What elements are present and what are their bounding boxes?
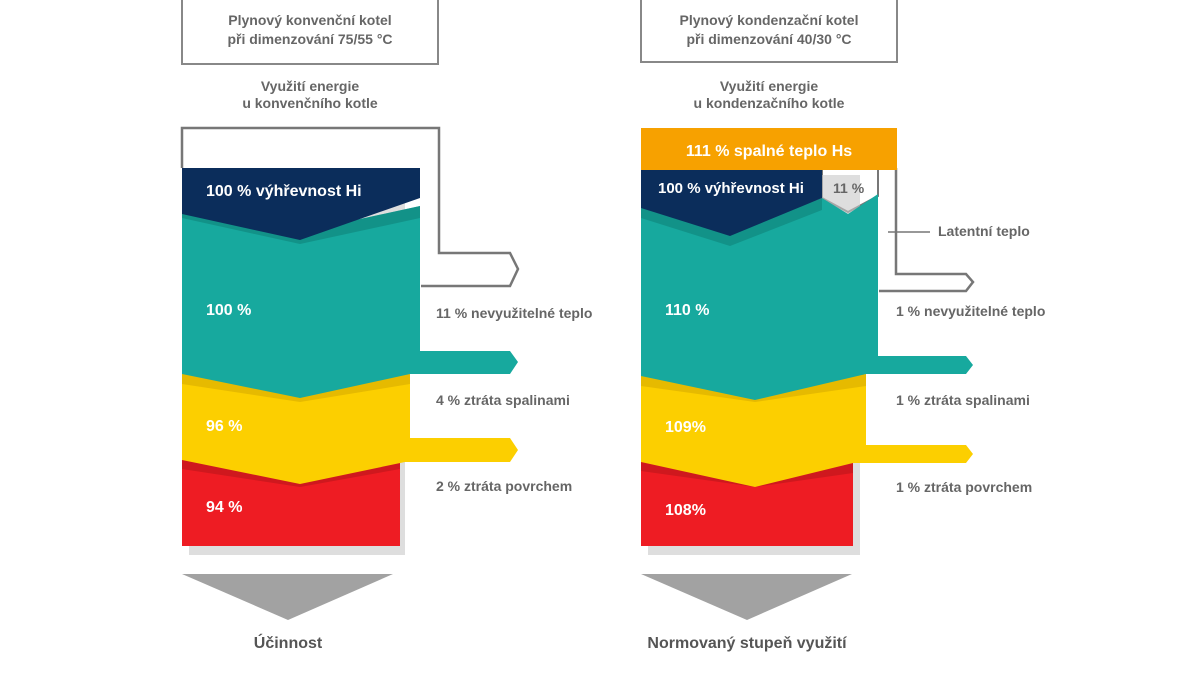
- left-footer-label: Účinnost: [254, 633, 323, 652]
- left-panel: Plynový konvenční kotel při dimenzování …: [180, 0, 592, 652]
- left-heating-value-label: 100 % výhřevnost Hi: [206, 183, 362, 200]
- right-title-line1: Plynový kondenzační kotel: [680, 12, 859, 28]
- right-unused-heat-outline: [879, 168, 975, 293]
- right-surface-value: 108%: [665, 502, 706, 519]
- left-subtitle-line1: Využití energie: [261, 78, 360, 94]
- right-band-gross-heating-value: [641, 128, 897, 170]
- left-loss-unused-label: 11 % nevyužitelné teplo: [436, 305, 592, 321]
- right-footer-label: Normovaný stupeň využití: [647, 635, 847, 652]
- right-subtitle-line2: u kondenzačního kotle: [694, 95, 845, 111]
- left-surface-value: 94 %: [206, 499, 242, 516]
- right-band-surface-loss: [641, 460, 853, 546]
- left-band-surface-loss: [182, 458, 400, 546]
- right-subtitle-line1: Využití energie: [720, 78, 819, 94]
- right-usable-heat-value: 110 %: [665, 302, 709, 319]
- right-title-box: [640, 0, 898, 63]
- right-loss-surface-label: 1 % ztráta povrchem: [896, 479, 1032, 495]
- left-loss-exhaust-label: 4 % ztráta spalinami: [436, 392, 570, 408]
- right-result-arrow: [641, 574, 852, 620]
- right-loss-exhaust-label: 1 % ztráta spalinami: [896, 392, 1030, 408]
- right-title-line2: při dimenzování 40/30 °C: [686, 31, 851, 47]
- right-exhaust-value: 109%: [665, 419, 706, 436]
- left-result-arrow: [182, 574, 393, 620]
- left-usable-heat-value: 100 %: [206, 302, 251, 319]
- right-band-usable-heat: [641, 194, 973, 400]
- left-loss-surface-label: 2 % ztráta povrchem: [436, 478, 572, 494]
- right-gross-heating-value-label: 111 % spalné teplo Hs: [686, 143, 852, 160]
- right-band-exhaust-loss: [641, 374, 973, 487]
- right-heating-value-label: 100 % výhřevnost Hi: [658, 180, 804, 197]
- left-exhaust-value: 96 %: [206, 418, 242, 435]
- left-subtitle-line2: u konvenčního kotle: [242, 95, 378, 111]
- left-band-usable-heat: [182, 206, 518, 398]
- right-latent-percent: 11 %: [833, 180, 865, 196]
- right-loss-unused-label: 1 % nevyužitelné teplo: [896, 303, 1045, 319]
- right-band-heating-value: [641, 170, 822, 236]
- left-title-box: [181, 0, 439, 65]
- right-panel: Plynový kondenzační kotel při dimenzován…: [640, 0, 1045, 652]
- right-latent-heat-label: Latentní teplo: [938, 223, 1030, 239]
- left-title-line2: při dimenzování 75/55 °C: [227, 31, 392, 47]
- left-band-exhaust-loss: [182, 372, 518, 484]
- left-unused-heat-outline: [180, 126, 520, 288]
- left-title-line1: Plynový konvenční kotel: [228, 12, 391, 28]
- left-band-heating-value: [182, 168, 420, 240]
